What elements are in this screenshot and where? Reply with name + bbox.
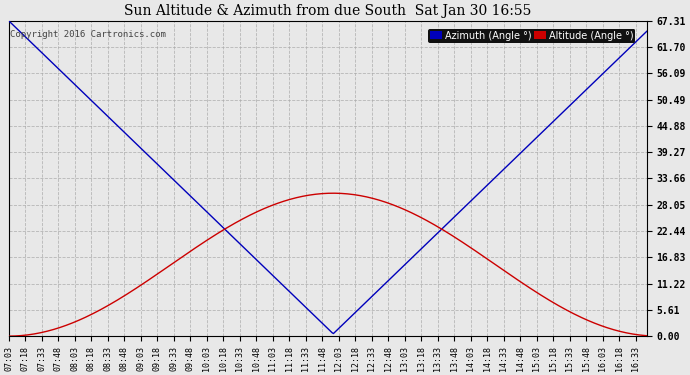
Title: Sun Altitude & Azimuth from due South  Sat Jan 30 16:55: Sun Altitude & Azimuth from due South Sa… [124, 4, 531, 18]
Legend: Azimuth (Angle °), Altitude (Angle °): Azimuth (Angle °), Altitude (Angle °) [428, 29, 635, 43]
Text: Copyright 2016 Cartronics.com: Copyright 2016 Cartronics.com [10, 30, 166, 39]
